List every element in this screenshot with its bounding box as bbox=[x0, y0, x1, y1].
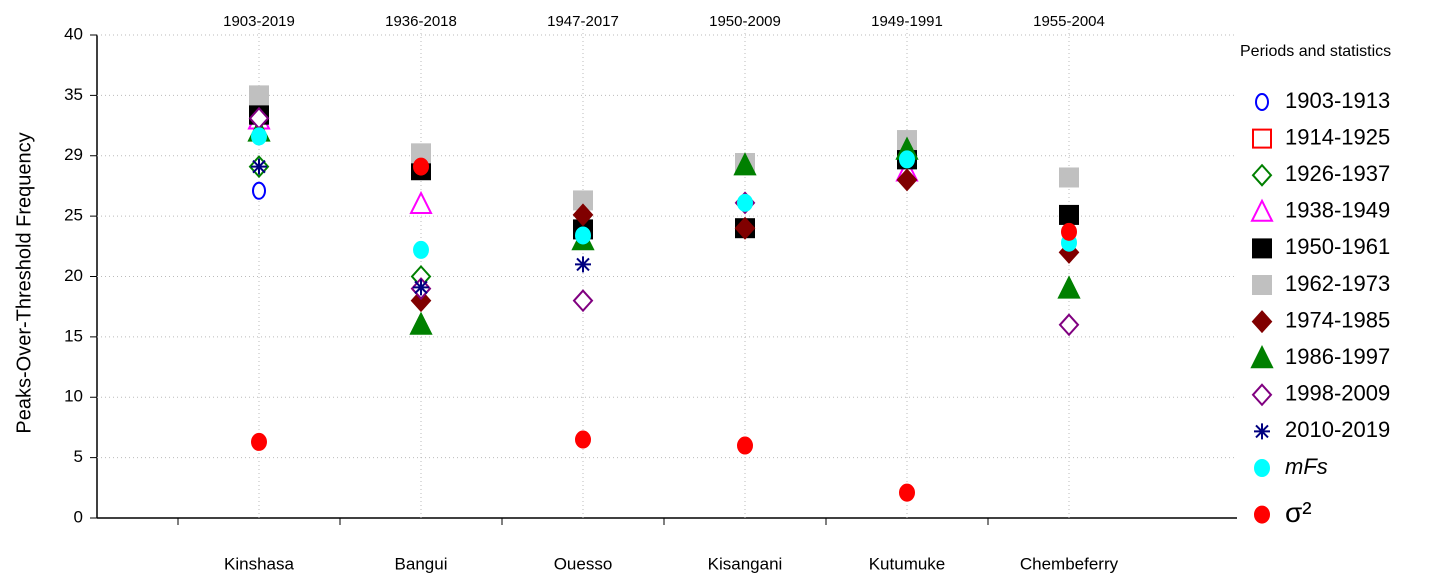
legend-marker bbox=[1250, 198, 1274, 222]
point bbox=[413, 279, 429, 296]
y-tick-label: 20 bbox=[64, 266, 83, 285]
x-tick-label: Bangui bbox=[395, 554, 448, 573]
legend-marker bbox=[1251, 310, 1273, 334]
point bbox=[575, 226, 591, 245]
point bbox=[251, 127, 267, 146]
legend-marker bbox=[1250, 344, 1274, 369]
period-label: 1903-2019 bbox=[223, 13, 295, 30]
point bbox=[575, 256, 591, 273]
legend-label: 1938-1949 bbox=[1285, 198, 1390, 223]
legend-title: Periods and statistics bbox=[1240, 43, 1391, 60]
legend-marker bbox=[1251, 383, 1273, 407]
legend-marker bbox=[1252, 128, 1272, 149]
x-tick-label: Kutumuke bbox=[869, 554, 946, 573]
point bbox=[737, 436, 753, 455]
point bbox=[899, 150, 915, 169]
point bbox=[899, 483, 915, 502]
y-tick-label: 40 bbox=[64, 24, 83, 43]
point bbox=[572, 203, 594, 227]
point bbox=[249, 85, 269, 106]
legend-label: mFs bbox=[1285, 454, 1328, 479]
y-tick-label: 15 bbox=[64, 326, 83, 345]
point bbox=[1059, 204, 1079, 225]
y-tick-label: 0 bbox=[74, 507, 83, 526]
y-tick-label: 35 bbox=[64, 85, 83, 104]
legend-label: 1962-1973 bbox=[1285, 271, 1390, 296]
x-tick-label: Kinshasa bbox=[224, 554, 294, 573]
point bbox=[1059, 167, 1079, 188]
legend-label: 1926-1937 bbox=[1285, 161, 1390, 186]
y-axis-label: Peaks-Over-Threshold Frequency bbox=[13, 132, 35, 433]
period-label: 1950-2009 bbox=[709, 13, 781, 30]
period-label: 1955-2004 bbox=[1033, 13, 1105, 30]
legend-label: 1986-1997 bbox=[1285, 344, 1390, 369]
point bbox=[410, 289, 432, 313]
legend-marker bbox=[1251, 163, 1273, 187]
point bbox=[251, 158, 267, 175]
legend-marker bbox=[1254, 505, 1270, 524]
legend-marker bbox=[1254, 459, 1270, 477]
point bbox=[734, 216, 756, 240]
x-tick-label: Chembeferry bbox=[1020, 554, 1119, 573]
point bbox=[413, 157, 429, 176]
legend-marker bbox=[1255, 93, 1269, 111]
legend-label: 1914-1925 bbox=[1285, 124, 1390, 149]
point bbox=[896, 168, 918, 192]
legend-label: σ² bbox=[1285, 497, 1312, 528]
period-label: 1949-1991 bbox=[871, 13, 943, 30]
point bbox=[409, 190, 433, 215]
point bbox=[413, 240, 429, 259]
x-tick-label: Kisangani bbox=[708, 554, 783, 573]
period-label: 1936-2018 bbox=[385, 13, 457, 30]
point bbox=[251, 432, 267, 451]
x-tick-label: Ouesso bbox=[554, 554, 613, 573]
legend-marker bbox=[1252, 238, 1272, 259]
point bbox=[409, 311, 433, 335]
legend-label: 1974-1985 bbox=[1285, 307, 1390, 332]
legend-label: 1998-2009 bbox=[1285, 381, 1390, 406]
point bbox=[737, 193, 753, 212]
legend-marker bbox=[1254, 423, 1270, 440]
period-label: 1947-2017 bbox=[547, 13, 619, 30]
legend-label: 1903-1913 bbox=[1285, 88, 1390, 113]
point bbox=[575, 430, 591, 449]
legend-marker bbox=[1252, 275, 1272, 295]
point bbox=[733, 152, 757, 176]
point bbox=[252, 181, 266, 200]
y-tick-label: 29 bbox=[64, 145, 83, 164]
y-tick-label: 5 bbox=[74, 447, 83, 466]
legend-label: 1950-1961 bbox=[1285, 234, 1390, 259]
y-tick-label: 25 bbox=[64, 206, 83, 225]
y-tick-label: 10 bbox=[64, 387, 83, 406]
point bbox=[1058, 313, 1080, 337]
legend-label: 2010-2019 bbox=[1285, 417, 1390, 442]
point bbox=[572, 289, 594, 313]
point bbox=[1061, 222, 1077, 241]
point bbox=[1057, 275, 1081, 299]
